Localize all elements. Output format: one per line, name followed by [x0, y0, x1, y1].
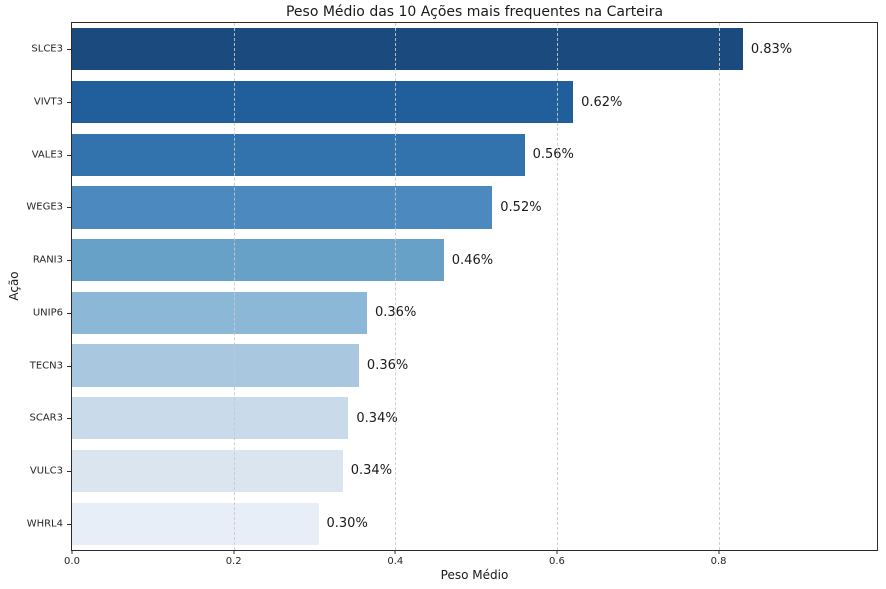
- bar-row: VIVT3 0.62%: [34, 76, 877, 129]
- y-tick-label: VALE3: [31, 149, 63, 161]
- y-tick-label: VIVT3: [33, 96, 63, 108]
- y-tick-mark: [67, 312, 71, 314]
- bar: [72, 28, 743, 71]
- bar: [72, 344, 359, 387]
- bar-row: SCAR3 0.34%: [30, 392, 877, 445]
- y-tick-mark: [67, 523, 71, 525]
- y-tick-label: SCAR3: [29, 412, 63, 424]
- bar: [72, 133, 525, 176]
- x-tick-label: 0.2: [225, 556, 242, 567]
- bar-row: SLCE3 0.83%: [31, 23, 877, 76]
- y-tick-mark: [67, 102, 71, 104]
- chart-title: Peso Médio das 10 Ações mais frequentes …: [285, 4, 664, 20]
- x-axis-label: Peso Médio: [440, 568, 509, 582]
- value-label: 0.36%: [366, 358, 409, 374]
- y-tick-label: RANI3: [32, 254, 63, 266]
- value-label: 0.62%: [581, 94, 623, 110]
- bar-row: VULC3 0.34%: [30, 445, 877, 498]
- value-label: 0.36%: [375, 305, 417, 321]
- value-label: 0.56%: [532, 147, 574, 163]
- plot-area: SLCE3 0.83% VIVT3 0.62% VALE3 0.56% WEGE3 0.52%…: [26, 22, 878, 567]
- bar: [72, 502, 319, 545]
- bar: [72, 291, 367, 334]
- y-tick-label: UNIP6: [32, 307, 63, 319]
- x-tick-label: 0.8: [710, 556, 727, 567]
- y-tick-label: WHRL4: [26, 518, 63, 530]
- value-label: 0.34%: [350, 463, 393, 479]
- y-tick-mark: [67, 260, 71, 262]
- value-label: 0.30%: [326, 516, 368, 532]
- y-tick-mark: [67, 49, 71, 51]
- bar-row: WEGE3 0.52%: [26, 181, 877, 234]
- y-tick-mark: [67, 365, 71, 367]
- x-tick-mark: [556, 550, 558, 554]
- bar-row: WHRL4 0.30%: [27, 497, 877, 550]
- y-tick-label: VULC3: [29, 465, 63, 477]
- bar: [72, 397, 349, 440]
- y-axis-label: Ação: [7, 271, 21, 301]
- value-label: 0.46%: [451, 252, 494, 268]
- x-tick-mark: [394, 550, 396, 554]
- x-tick-mark: [718, 550, 720, 554]
- bar: [72, 186, 493, 229]
- y-tick-mark: [67, 418, 71, 420]
- y-tick-label: TECN3: [29, 360, 63, 372]
- x-tick-mark: [233, 550, 235, 554]
- bar-row: RANI3 0.46%: [33, 234, 877, 287]
- x-tick-label: 0.4: [387, 556, 404, 567]
- value-label: 0.34%: [356, 410, 398, 426]
- x-tick-mark: [71, 550, 73, 554]
- y-tick-mark: [67, 207, 71, 209]
- x-tick-label: 0.0: [64, 556, 80, 567]
- bar-row: UNIP6 0.36%: [33, 287, 877, 340]
- y-tick-mark: [67, 154, 71, 156]
- bars-layer: SLCE3 0.83% VIVT3 0.62% VALE3 0.56% WEGE3 0.52%…: [26, 23, 877, 550]
- y-tick-mark: [67, 470, 71, 472]
- value-label: 0.52%: [500, 199, 542, 215]
- bar-row: TECN3 0.36%: [30, 339, 877, 392]
- bar-row: VALE3 0.56%: [32, 128, 877, 181]
- bar: [72, 239, 444, 282]
- value-label: 0.83%: [750, 41, 793, 57]
- bar: [72, 80, 574, 124]
- y-tick-label: SLCE3: [31, 43, 63, 55]
- x-tick-label: 0.6: [548, 556, 565, 567]
- y-tick-label: WEGE3: [26, 201, 63, 213]
- bar: [72, 449, 343, 493]
